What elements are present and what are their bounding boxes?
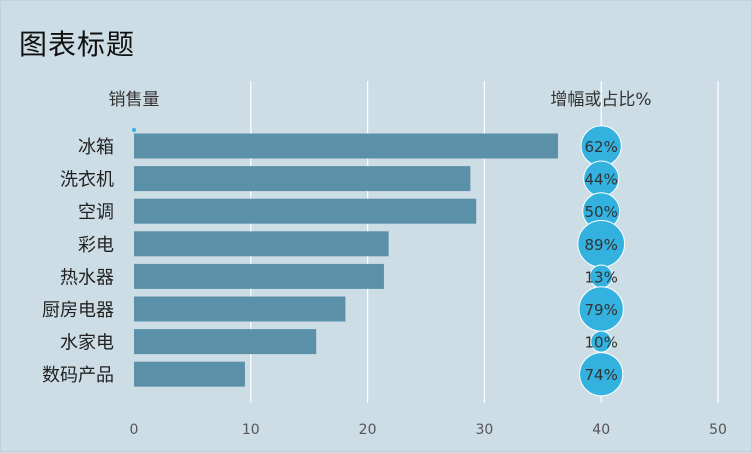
x-tick-label: 30 (475, 422, 493, 438)
bubble-label: 44% (585, 171, 618, 189)
series-header-right: 增幅或占比% (550, 90, 651, 110)
chart-title: 图表标题 (19, 28, 136, 61)
bubble-label: 10% (585, 334, 618, 352)
series-marker (132, 128, 136, 132)
bar (134, 361, 245, 387)
series-header-left: 销售量 (109, 90, 160, 110)
category-label: 彩电 (78, 235, 114, 256)
bar (134, 231, 389, 257)
bubble-label: 50% (585, 203, 618, 221)
bar (134, 166, 471, 192)
bar (134, 329, 317, 355)
x-tick-label: 10 (242, 422, 260, 438)
x-tick-label: 50 (709, 422, 727, 438)
bubble-label: 13% (585, 268, 618, 286)
bubble (579, 352, 624, 397)
bubble-label: 89% (585, 236, 618, 254)
bar (134, 263, 384, 289)
category-label: 水家电 (60, 333, 114, 354)
category-label: 空调 (78, 202, 114, 223)
x-tick-label: 40 (592, 422, 610, 438)
category-label: 洗衣机 (60, 170, 114, 191)
bar (134, 133, 558, 159)
bubble-label: 79% (585, 301, 618, 319)
bubble-label: 62% (585, 138, 618, 156)
category-label: 数码产品 (42, 365, 114, 386)
bar (134, 198, 477, 224)
category-label: 热水器 (60, 267, 114, 288)
x-tick-label: 0 (130, 422, 139, 438)
bubble-label: 74% (585, 366, 618, 384)
category-label: 厨房电器 (42, 300, 114, 321)
category-label: 冰箱 (78, 137, 114, 158)
bar (134, 296, 346, 322)
x-tick-label: 20 (359, 422, 377, 438)
